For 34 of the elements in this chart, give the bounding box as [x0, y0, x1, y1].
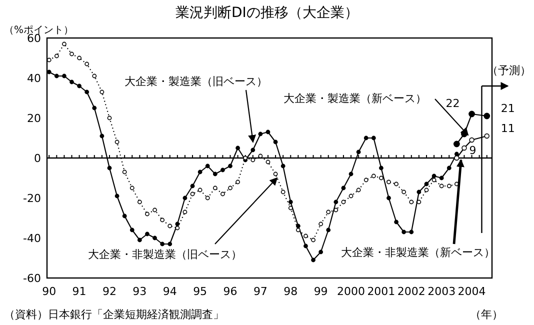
text: 大企業・製造業（新ベース） — [284, 92, 426, 105]
text: 大企業・非製造業（旧ベース） — [88, 248, 242, 261]
text: 大企業・製造業（旧ベース） — [124, 75, 268, 88]
x-tick-label: 99 — [314, 285, 328, 298]
y-tick-label: -60 — [23, 272, 41, 285]
data-label: 22 — [446, 97, 460, 110]
text: （資料）日本銀行「企業短期経済観測調査」 — [4, 308, 224, 321]
y-axis-title: （%ポイント） — [4, 25, 74, 36]
data-label: 11 — [500, 122, 515, 135]
ref-line-label: （予測） — [487, 64, 531, 77]
y-tick-label: 20 — [27, 112, 41, 125]
x-tick-label: 94 — [162, 285, 177, 298]
x-tick-label: 2000 — [337, 285, 366, 298]
x-tick-label: 2004 — [458, 285, 486, 298]
chart-title: 業況判断DIの推移（大企業） — [176, 5, 358, 21]
text: 大企業・非製造業（新ベース） — [341, 246, 495, 259]
x-axis-title: （年） — [470, 308, 503, 321]
data-label: 21 — [500, 102, 515, 115]
x-tick-label: 2003 — [428, 285, 456, 298]
x-tick-label: 95 — [193, 285, 208, 298]
x-tick-label: 2001 — [367, 285, 396, 298]
x-tick-label: 90 — [42, 285, 56, 298]
x-tick-label: 92 — [102, 285, 116, 298]
x-tick-label: 96 — [223, 285, 238, 298]
y-tick-label: -20 — [23, 192, 41, 205]
x-tick-label: 98 — [284, 285, 298, 298]
y-tick-label: 0 — [34, 152, 41, 165]
y-tick-label: -40 — [23, 232, 41, 245]
x-tick-label: 2002 — [397, 285, 426, 298]
x-tick-label: 91 — [72, 285, 86, 298]
x-tick-label: 93 — [132, 285, 147, 298]
x-tick-label: 97 — [253, 285, 268, 298]
y-tick-label: 40 — [27, 72, 41, 85]
data-label: 9 — [469, 144, 476, 157]
